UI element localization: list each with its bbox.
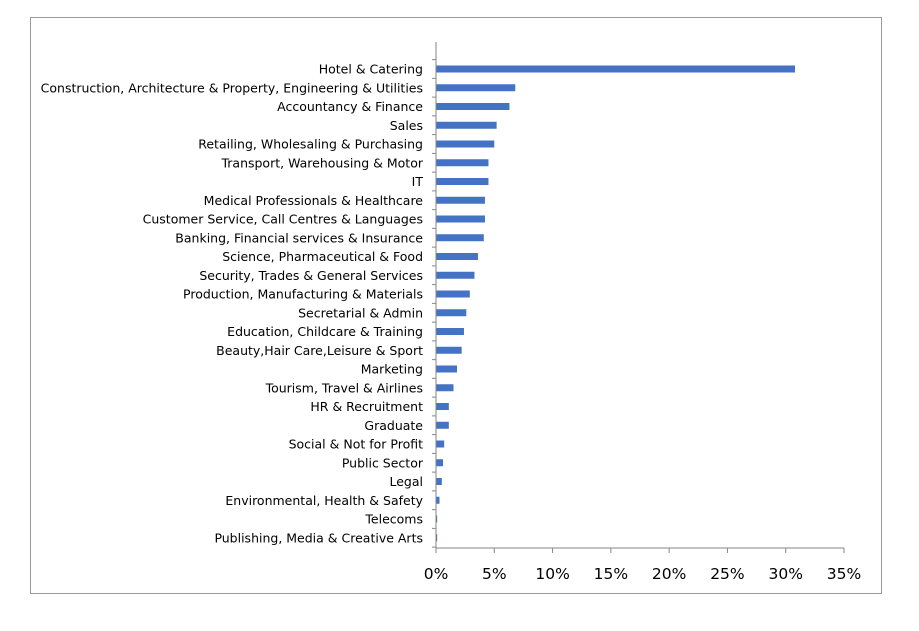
bar	[436, 421, 449, 429]
bar	[436, 403, 449, 410]
bar	[436, 65, 796, 73]
category-label: Publishing, Media & Creative Arts	[214, 530, 423, 545]
bar	[436, 459, 443, 467]
category-label: Banking, Financial services & Insurance	[175, 230, 423, 245]
value-tick-label: 35%	[827, 565, 861, 583]
category-label: Environmental, Health & Safety	[225, 493, 423, 508]
category-label: Social & Not for Profit	[289, 437, 423, 452]
bar	[436, 215, 485, 223]
bar	[436, 253, 478, 260]
bar	[436, 515, 438, 523]
category-label: Production, Manufacturing & Materials	[183, 287, 423, 302]
bar	[436, 384, 454, 392]
category-label: Education, Childcare & Training	[227, 324, 423, 339]
bar	[436, 328, 464, 335]
bar	[436, 159, 489, 167]
chart-area: Hotel & Catering Construction, Architectu…	[30, 17, 882, 594]
value-tick-label: 20%	[652, 565, 686, 583]
bar	[436, 496, 440, 504]
category-label: Sales	[390, 118, 423, 133]
bar	[436, 234, 484, 242]
category-label: Transport, Warehousing & Motor	[220, 155, 423, 170]
category-label: Customer Service, Call Centres & Languag…	[143, 212, 423, 227]
bar	[436, 121, 497, 129]
y-axis: Hotel & Catering Construction, Architectu…	[41, 42, 437, 548]
bar	[436, 346, 462, 354]
category-label: Tourism, Travel & Airlines	[265, 380, 423, 395]
category-label: Public Sector	[342, 455, 424, 470]
category-label: Graduate	[364, 418, 423, 433]
bar	[436, 365, 457, 373]
bar	[436, 178, 489, 185]
value-tick-label: 0%	[424, 565, 449, 583]
bar	[436, 84, 516, 92]
bar	[436, 309, 467, 317]
category-label: Retailing, Wholesaling & Purchasing	[198, 137, 423, 152]
category-label: IT	[412, 174, 424, 189]
category-label: HR & Recruitment	[310, 399, 423, 414]
value-tick-label: 10%	[535, 565, 569, 583]
bar	[436, 140, 495, 148]
x-axis: 0% 5% 10% 15% 20% 25% 30% 35%	[424, 547, 861, 583]
category-label: Telecoms	[364, 512, 423, 527]
value-tick-label: 5%	[482, 565, 507, 583]
category-label: Legal	[389, 474, 423, 489]
category-label: Security, Trades & General Services	[199, 268, 423, 283]
bar	[436, 478, 442, 485]
value-tick-label: 30%	[768, 565, 802, 583]
bar-chart: Hotel & Catering Construction, Architectu…	[41, 42, 861, 583]
bar	[436, 290, 470, 298]
category-label: Beauty,Hair Care,Leisure & Sport	[216, 343, 423, 358]
value-tick-label: 15%	[594, 565, 628, 583]
category-label: Secretarial & Admin	[298, 305, 423, 320]
category-label: Construction, Architecture & Property, E…	[41, 80, 423, 95]
bar	[436, 534, 438, 542]
category-label: Accountancy & Finance	[277, 99, 423, 114]
category-label: Marketing	[361, 362, 423, 377]
bar	[436, 440, 445, 448]
category-label: Medical Professionals & Healthcare	[204, 193, 424, 208]
value-tick-label: 25%	[710, 565, 744, 583]
bar	[436, 103, 510, 110]
bar	[436, 196, 485, 204]
bars-group	[436, 65, 796, 542]
category-label: Hotel & Catering	[319, 62, 423, 77]
bar	[436, 271, 475, 279]
category-label: Science, Pharmaceutical & Food	[222, 249, 423, 264]
